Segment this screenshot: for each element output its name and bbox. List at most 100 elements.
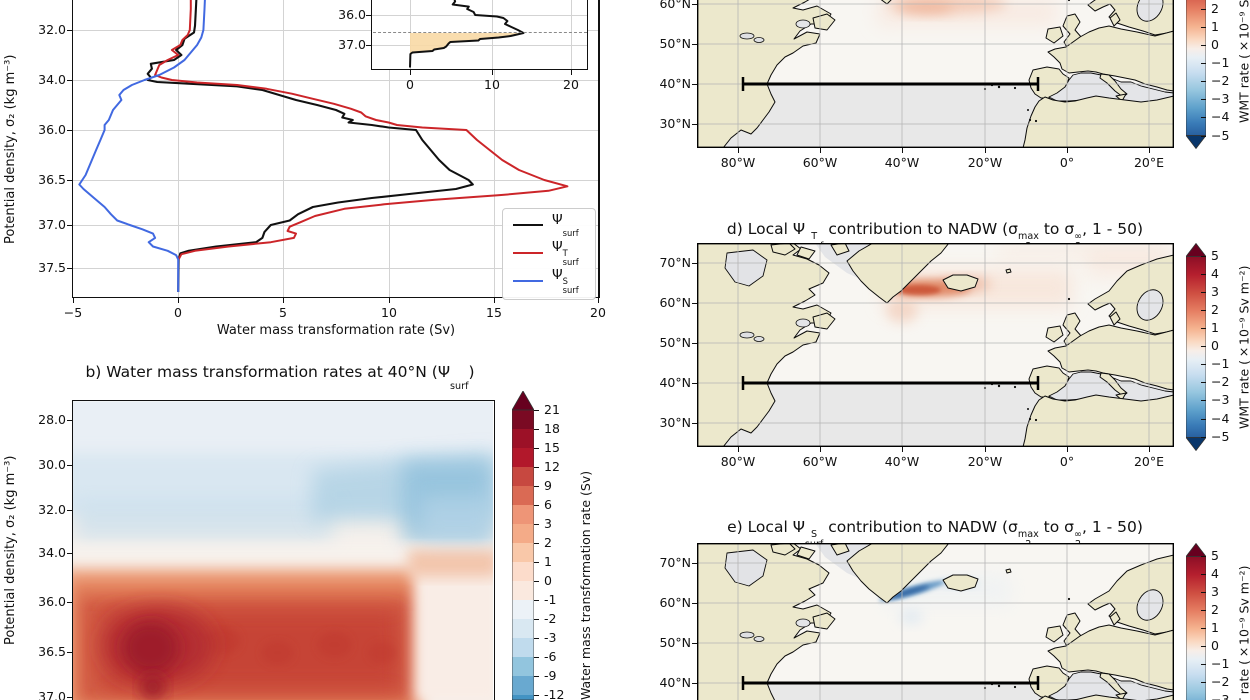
- tick-mark: [67, 268, 72, 270]
- tick-mark: [1201, 437, 1206, 439]
- tick-mark: [692, 44, 697, 46]
- panel-b-ytick-marks: [67, 0, 72, 700]
- panel-c-colorbar-tick-labels: 5 4 3 2 1 0 −1 −2 −3 −4 −5: [1211, 0, 1245, 700]
- inset-spine-bottom: [370, 69, 589, 71]
- tick-label: 20: [590, 305, 606, 320]
- tick-mark: [1201, 45, 1206, 47]
- tick-mark: [389, 298, 391, 303]
- tick-mark: [534, 429, 539, 431]
- tick-mark: [692, 603, 697, 605]
- tick-mark: [534, 600, 539, 602]
- tick-label: 0: [1211, 37, 1219, 52]
- tick-mark: [738, 148, 740, 153]
- tick-label: 40°N: [659, 375, 691, 390]
- tick-mark: [534, 410, 539, 412]
- tick-mark: [571, 70, 573, 75]
- tick-label: 28.0: [38, 412, 66, 427]
- tick-label: 0: [1211, 638, 1219, 653]
- tick-mark: [67, 465, 72, 467]
- tick-mark: [1201, 136, 1206, 138]
- inset-xtick-labels: 0 10 20: [0, 77, 1250, 93]
- tick-label: 36.5: [38, 172, 66, 187]
- tick-mark: [902, 148, 904, 153]
- tick-label: 10: [381, 305, 397, 320]
- tick-label: −2: [1211, 674, 1230, 689]
- tick-mark: [1201, 628, 1206, 630]
- tick-mark: [534, 524, 539, 526]
- tick-label: 40°N: [659, 675, 691, 690]
- panel-d-lat-labels: 70°N 60°N 50°N 40°N 30°N: [646, 0, 691, 700]
- tick-mark: [1201, 310, 1206, 312]
- panel-b-title: b) Water mass transformation rates at 40…: [85, 363, 475, 393]
- tick-mark: [1201, 400, 1206, 402]
- panel-c-map: [697, 0, 1174, 148]
- gridline: [372, 45, 588, 46]
- tick-label: −3: [1211, 392, 1230, 407]
- panel-c-lon-labels: 80°W 60°W 40°W 20°W 0° 20°E: [0, 155, 1250, 171]
- tick-label: 2: [544, 535, 552, 550]
- tick-mark: [1201, 364, 1206, 366]
- tick-mark: [534, 467, 539, 469]
- tick-mark: [1149, 447, 1151, 452]
- inset-xtick-marks: [0, 70, 1250, 75]
- gridline: [73, 268, 598, 269]
- tick-label: 40°W: [884, 454, 920, 469]
- gridline: [283, 0, 284, 297]
- tick-label: -9: [544, 668, 557, 683]
- panel-e-colorbar-tick-labels: 5 4 3 2 1 0 −1 −2 −3 −4 −5: [1211, 0, 1245, 700]
- tick-mark: [1201, 682, 1206, 684]
- tick-label: 80°W: [720, 155, 756, 170]
- tick-mark: [67, 225, 72, 227]
- gridline: [73, 30, 598, 31]
- tick-mark: [67, 602, 72, 604]
- tick-label: 60°W: [802, 454, 838, 469]
- tick-mark: [1201, 592, 1206, 594]
- tick-label: 9: [544, 478, 552, 493]
- axis-spine-right: [598, 0, 600, 298]
- tick-mark: [692, 563, 697, 565]
- tick-label: 15: [544, 440, 560, 455]
- tick-label: 32.0: [38, 502, 66, 517]
- tick-label: -2: [544, 611, 557, 626]
- panel-e-lat-labels: 70°N 60°N 50°N 40°N: [646, 0, 691, 700]
- tick-mark: [67, 510, 72, 512]
- tick-mark: [692, 643, 697, 645]
- tick-mark: [1201, 328, 1206, 330]
- inset-dashed-line: [373, 32, 587, 33]
- tick-label: 6: [544, 497, 552, 512]
- tick-mark: [692, 263, 697, 265]
- tick-label: 40°W: [884, 155, 920, 170]
- tick-label: 3: [1211, 584, 1219, 599]
- tick-label: 50°N: [659, 36, 691, 51]
- tick-label: −2: [1211, 73, 1230, 88]
- inset-spine-left: [370, 0, 373, 70]
- tick-mark: [1201, 556, 1206, 558]
- tick-label: 0°: [1059, 454, 1075, 469]
- tick-mark: [1201, 574, 1206, 576]
- gridline: [494, 0, 495, 297]
- panel-c-lat-marks: [692, 0, 697, 700]
- panel-d-colorbar-tick-labels: 5 4 3 2 1 0 −1 −2 −3 −4 −5: [1211, 0, 1245, 700]
- tick-mark: [534, 486, 539, 488]
- tick-label: 36.0: [338, 7, 366, 22]
- panel-e-map: [697, 543, 1174, 700]
- tick-mark: [283, 298, 285, 303]
- tick-mark: [1201, 419, 1206, 421]
- tick-mark: [492, 70, 494, 75]
- tick-mark: [67, 697, 72, 699]
- tick-mark: [178, 298, 180, 303]
- tick-mark: [534, 619, 539, 621]
- tick-label: 34.0: [38, 72, 66, 87]
- tick-mark: [1067, 447, 1069, 452]
- panel-d-colorbar-tick-marks: [1201, 0, 1206, 700]
- panel-b-colorbar-tick-marks: [534, 0, 539, 700]
- tick-label: 30°N: [659, 116, 691, 131]
- tick-label: 18: [544, 421, 560, 436]
- panel-c-lat-labels: 60°N 50°N 40°N 30°N: [646, 0, 691, 700]
- tick-mark: [366, 45, 371, 47]
- tick-label: 10: [484, 77, 500, 92]
- tick-label: 37.0: [38, 689, 66, 700]
- tick-label: 20°E: [1133, 454, 1165, 469]
